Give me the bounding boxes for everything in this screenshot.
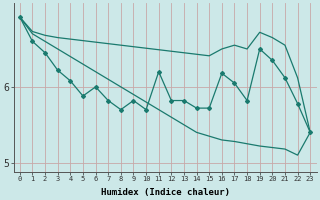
X-axis label: Humidex (Indice chaleur): Humidex (Indice chaleur): [100, 188, 229, 197]
